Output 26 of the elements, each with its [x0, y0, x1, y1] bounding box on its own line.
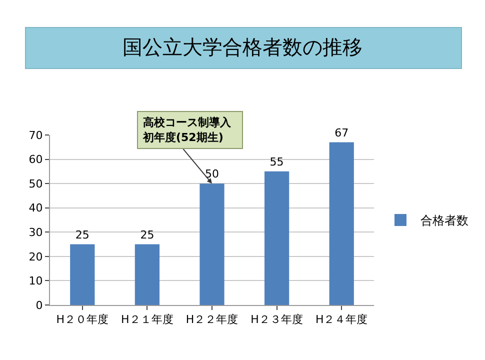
y-tick-label: 70 — [28, 128, 43, 142]
legend-label: 合格者数 — [420, 214, 468, 228]
x-tick-label: H２１年度 — [121, 313, 174, 326]
data-label: 67 — [334, 126, 349, 140]
y-tick-label: 60 — [28, 153, 43, 166]
y-tick-label: 50 — [28, 177, 43, 190]
annotation: 高校コース制導入初年度(52期生) — [137, 111, 243, 149]
x-tick-label: H２４年度 — [315, 313, 368, 326]
bar — [134, 244, 160, 305]
y-tick-label: 40 — [28, 202, 43, 215]
data-label: 50 — [205, 168, 219, 181]
y-tick-label: 20 — [28, 250, 43, 264]
y-tick-label: 0 — [36, 298, 43, 312]
bar — [200, 184, 224, 305]
bar — [70, 244, 95, 305]
data-label: 25 — [140, 228, 154, 242]
chart-title: 国公立大学合格者数の推移 — [122, 34, 362, 59]
bar — [329, 142, 354, 305]
data-label: 25 — [75, 228, 90, 242]
y-tick-label: 30 — [28, 226, 43, 239]
y-tick-label: 10 — [28, 274, 43, 288]
x-tick-label: H２０年度 — [56, 313, 109, 326]
x-tick-label: H２２年度 — [186, 313, 238, 326]
x-tick-label: H２３年度 — [250, 313, 303, 326]
bar — [264, 171, 290, 305]
data-label: 55 — [270, 155, 284, 168]
